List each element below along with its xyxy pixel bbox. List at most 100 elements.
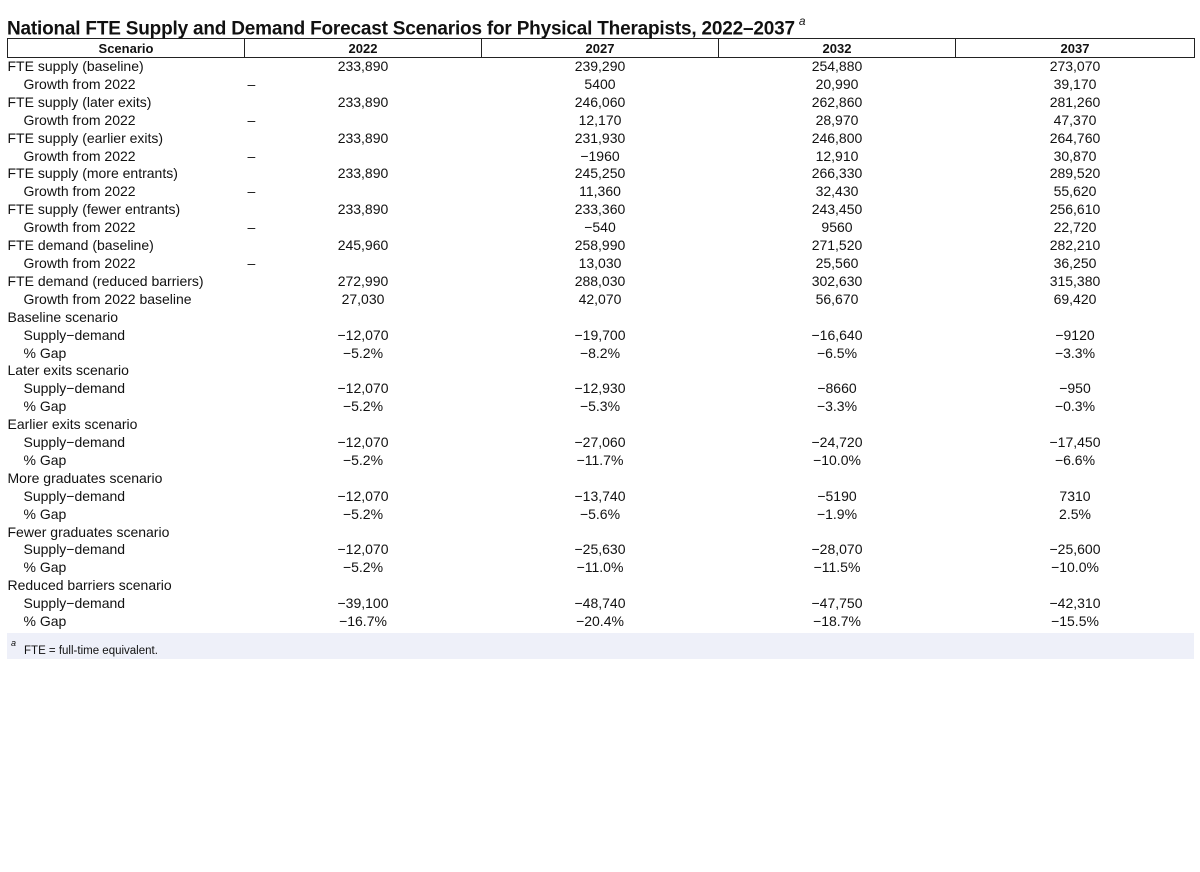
cell-2027: 42,070 xyxy=(578,290,622,307)
row-sublabel: % Gap xyxy=(8,398,245,416)
row-sublabel: Supply−demand xyxy=(8,541,245,559)
cell-2022: −12,070 xyxy=(337,380,389,397)
cell-2032: −5190 xyxy=(817,487,857,504)
table-body: FTE supply (baseline) 233,890 239,290 254,8… xyxy=(8,58,1195,632)
cell-2027 xyxy=(482,362,719,380)
cell-2037: 273,070 xyxy=(1049,58,1101,74)
cell-2022: −5.2% xyxy=(342,398,384,415)
row-label-text: FTE demand (baseline) xyxy=(7,237,154,254)
table-row: Reduced barriers scenario xyxy=(8,577,1195,595)
row-label: FTE demand (reduced barriers) xyxy=(8,273,245,291)
column-header-2027: 2027 xyxy=(481,38,719,58)
empty-value-dash: – xyxy=(247,183,256,200)
cell-2022 xyxy=(245,416,482,434)
cell-2022: −12,070 xyxy=(337,434,389,451)
footnote-text: FTE = full-time equivalent. xyxy=(24,644,158,657)
cell-2022: −5.2% xyxy=(342,505,384,522)
empty-value-dash: – xyxy=(247,219,256,236)
table-row: Supply−demand −12,070 −19,700 −16,640 −9120 xyxy=(8,327,1195,345)
cell-2027: −20.4% xyxy=(576,613,624,630)
cell-2037: −17,450 xyxy=(1049,434,1101,451)
row-sublabel: % Gap xyxy=(8,613,245,631)
table-row: Growth from 2022 – 13,030 25,560 36,250 xyxy=(8,255,1195,273)
cell-2027: −25,630 xyxy=(574,541,626,558)
cell-2027: −12,930 xyxy=(574,380,626,397)
row-label: FTE supply (more entrants) xyxy=(8,165,245,183)
row-sublabel: Growth from 2022 – xyxy=(8,75,256,94)
cell-2022: 27,030 xyxy=(341,290,385,307)
cell-2032: −18.7% xyxy=(813,613,861,630)
row-label-text: Supply−demand xyxy=(23,434,126,451)
cell-2037: 30,870 xyxy=(1053,147,1097,164)
table-row: % Gap −5.2% −11.7% −10.0% −6.6% xyxy=(8,452,1195,470)
cell-2027: 231,930 xyxy=(574,129,626,146)
table-row: % Gap −5.2% −11.0% −11.5% −10.0% xyxy=(8,559,1195,577)
row-label-text: FTE supply (earlier exits) xyxy=(7,129,164,146)
row-label-text: Growth from 2022 baseline xyxy=(23,290,192,307)
row-label-text: Baseline scenario xyxy=(7,308,119,325)
table-row: Baseline scenario xyxy=(8,309,1195,327)
cell-2037 xyxy=(956,416,1195,434)
cell-2037: 69,420 xyxy=(1053,290,1097,307)
cell-2032: −1.9% xyxy=(816,505,858,522)
cell-2037: −6.6% xyxy=(1054,451,1096,468)
cell-2032: 266,330 xyxy=(811,165,863,182)
cell-2027: 233,360 xyxy=(574,201,626,218)
cell-2027: −5.3% xyxy=(579,398,621,415)
row-label: Reduced barriers scenario xyxy=(8,577,245,595)
cell-2037: 264,760 xyxy=(1049,129,1101,146)
cell-2027: 11,360 xyxy=(579,183,621,200)
cell-2027 xyxy=(482,470,719,488)
cell-2027: 12,170 xyxy=(578,111,622,128)
cell-2032: −28,070 xyxy=(811,541,863,558)
table-row: FTE supply (later exits) 233,890 246,060 26… xyxy=(8,94,1195,112)
cell-2037: 289,520 xyxy=(1049,165,1101,182)
row-label: FTE supply (baseline) xyxy=(8,58,245,76)
row-sublabel: % Gap xyxy=(8,452,245,470)
row-label-text: Supply−demand xyxy=(23,326,126,343)
cell-2032: 12,910 xyxy=(815,147,859,164)
cell-2032 xyxy=(719,577,956,595)
cell-2032 xyxy=(719,362,956,380)
cell-2032 xyxy=(719,524,956,542)
cell-2022: 233,890 xyxy=(337,201,389,218)
row-label-text: FTE supply (more entrants) xyxy=(7,165,178,182)
row-label: FTE demand (baseline) xyxy=(8,237,245,255)
cell-2022: −12,070 xyxy=(337,541,389,558)
footnote-marker: a xyxy=(11,638,17,648)
column-header-scenario: Scenario xyxy=(7,38,245,58)
cell-2022: 233,890 xyxy=(337,165,389,182)
cell-2037: −0.3% xyxy=(1054,398,1096,415)
table-row: Growth from 2022 – 5400 20,990 39,170 xyxy=(8,76,1195,94)
cell-2032: 254,880 xyxy=(811,58,863,74)
cell-2022: 245,960 xyxy=(337,237,389,254)
cell-2032 xyxy=(719,470,956,488)
table-row: Earlier exits scenario xyxy=(8,416,1195,434)
cell-2027: −19,700 xyxy=(574,326,626,343)
cell-2022: 272,990 xyxy=(337,272,389,289)
row-label-text: Growth from 2022 xyxy=(23,75,136,92)
title-footnote-marker: a xyxy=(798,14,806,28)
row-label-text: FTE supply (baseline) xyxy=(7,58,144,74)
cell-2027: 288,030 xyxy=(574,272,626,289)
table-row: Growth from 2022 baseline 27,030 42,070 56,… xyxy=(8,291,1195,309)
cell-2022: −5.2% xyxy=(342,559,384,576)
cell-2037: −25,600 xyxy=(1049,541,1101,558)
cell-2027: −27,060 xyxy=(574,434,626,451)
table-header: Scenario 2022 2027 2032 2037 xyxy=(7,38,1195,58)
cell-2037: 55,620 xyxy=(1053,183,1097,200)
row-label: Later exits scenario xyxy=(8,362,245,380)
cell-2027 xyxy=(482,524,719,542)
cell-2022: −5.2% xyxy=(342,451,384,468)
cell-2022: 233,890 xyxy=(337,93,389,110)
cell-2027: −8.2% xyxy=(579,344,621,361)
cell-2032: −6.5% xyxy=(816,344,858,361)
cell-2027: 258,990 xyxy=(574,237,626,254)
cell-2037: 7310 xyxy=(1059,487,1091,504)
row-label-text: Fewer graduates scenario xyxy=(7,523,170,540)
cell-2037: 281,260 xyxy=(1049,93,1101,110)
cell-2022 xyxy=(245,577,482,595)
cell-2037: −10.0% xyxy=(1051,559,1099,576)
empty-value-dash: – xyxy=(247,75,256,92)
row-label: FTE supply (earlier exits) xyxy=(8,130,245,148)
